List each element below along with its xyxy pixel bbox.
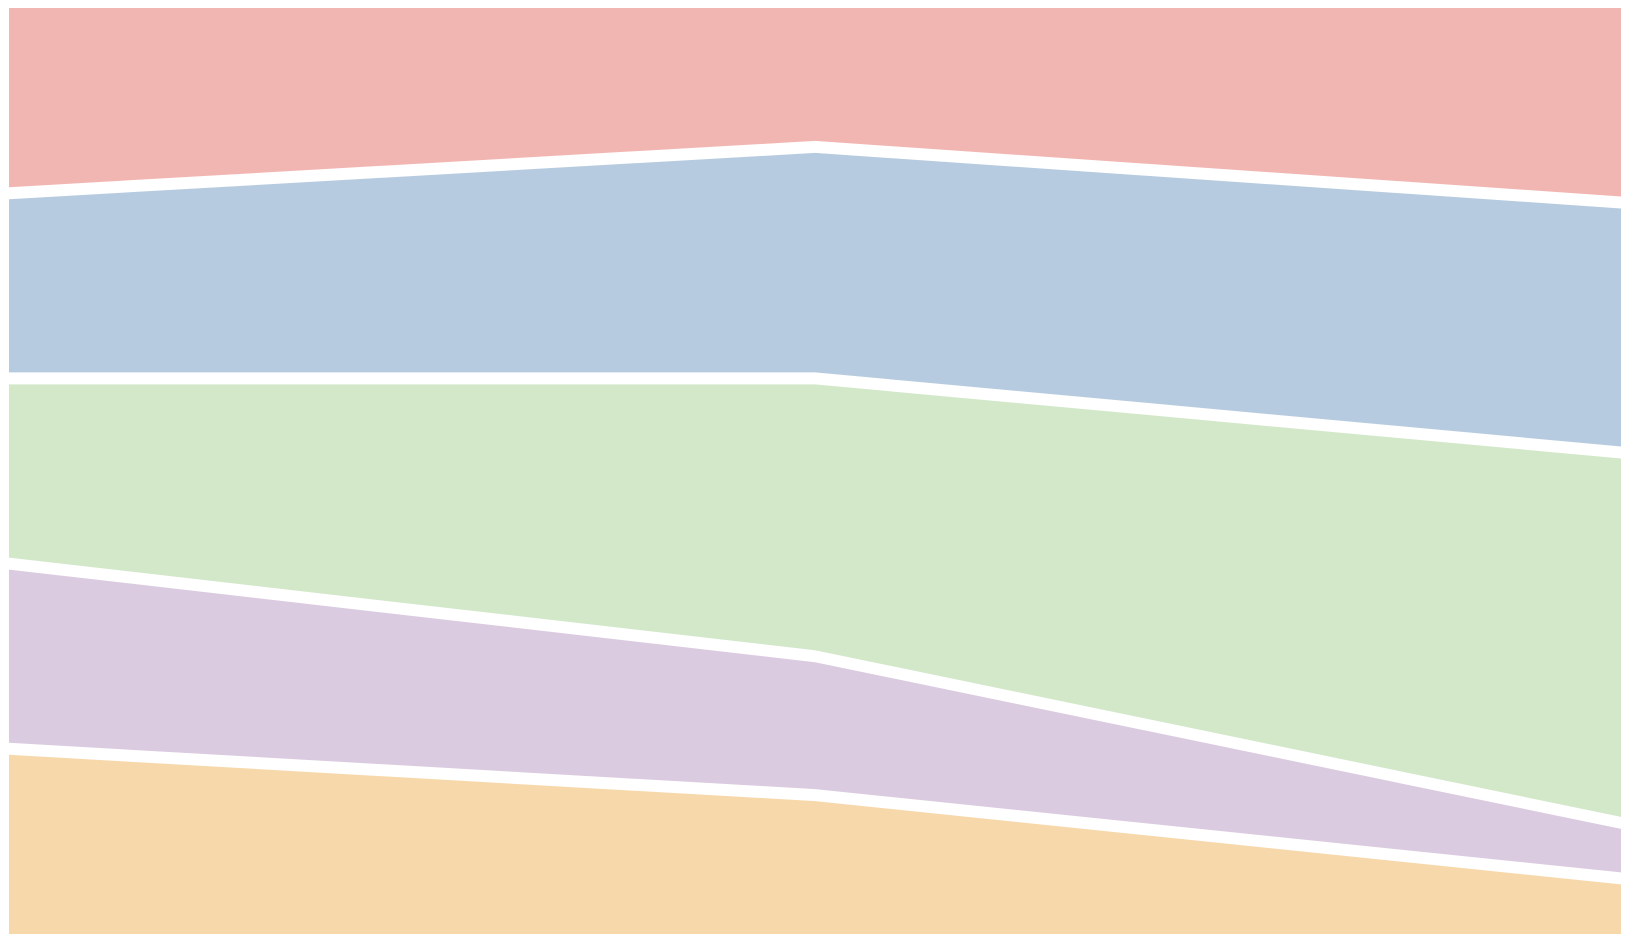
- area-band-3: [9, 384, 1621, 817]
- area-band-4: [9, 152, 1621, 447]
- area-band-5: [9, 8, 1621, 197]
- area-band-2: [9, 569, 1621, 873]
- area-bands: [9, 8, 1621, 934]
- area-band-1: [9, 754, 1621, 934]
